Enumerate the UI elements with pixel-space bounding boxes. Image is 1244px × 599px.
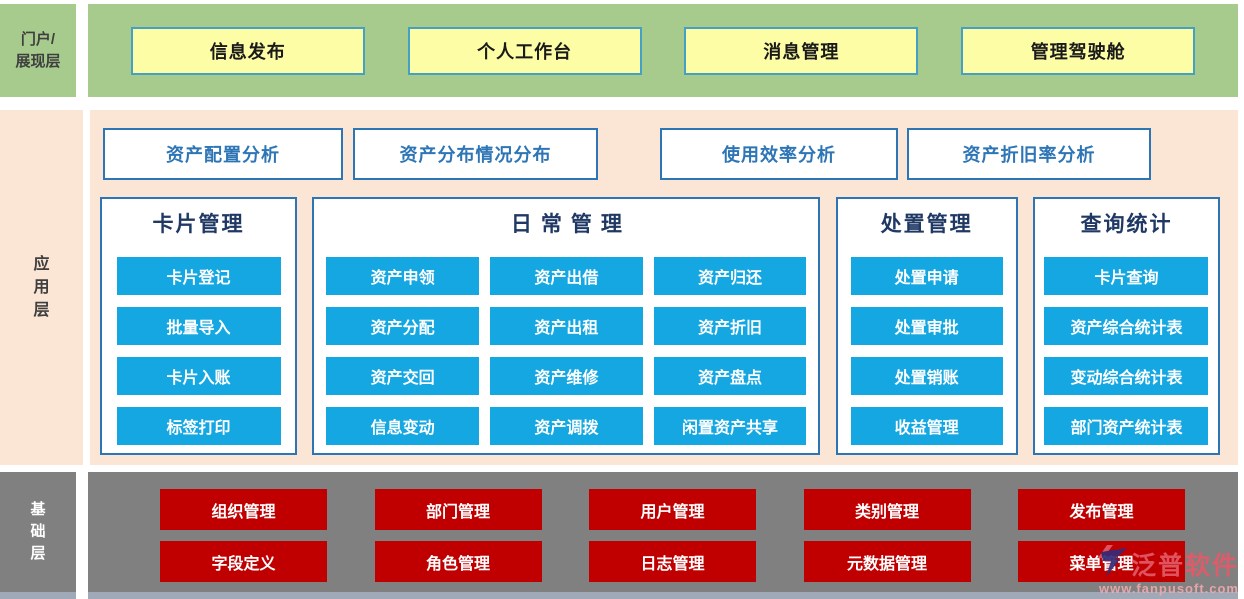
base-box-user-management: 用户管理 xyxy=(589,489,756,530)
base-box-dept-management: 部门管理 xyxy=(374,489,542,530)
module-box-change-summary-report: 变动综合统计表 xyxy=(1044,357,1209,395)
layer-label-char: 用 xyxy=(33,278,50,296)
layer-label-char: 层 xyxy=(33,302,50,320)
base-box-field-definition: 字段定义 xyxy=(160,541,327,582)
module-box-asset-return: 资产归还 xyxy=(653,257,807,295)
layer-label-char: 础 xyxy=(30,523,46,541)
panel-card-management: 卡片管理 卡片登记 批量导入 卡片入账 标签打印 xyxy=(100,197,297,455)
portal-box-personal-workbench: 个人工作台 xyxy=(407,26,642,75)
base-box-log-management: 日志管理 xyxy=(589,541,756,582)
base-box-menu-management: 菜单管理 xyxy=(1018,541,1185,582)
module-box-disposal-approve: 处置审批 xyxy=(850,307,1003,345)
watermark: 泛普软件 www.fanpusoft.com xyxy=(1097,545,1239,596)
panel-item-grid: 资产申领 资产出借 资产归还 资产分配 资产出租 资产折旧 资产交回 资产维修 … xyxy=(326,257,807,445)
module-box-card-query: 卡片查询 xyxy=(1044,257,1209,295)
module-box-asset-apply: 资产申领 xyxy=(326,257,479,295)
base-item-grid: 组织管理 部门管理 用户管理 类别管理 发布管理 字段定义 角色管理 日志管理 … xyxy=(160,489,1185,582)
module-box-disposal-writeoff: 处置销账 xyxy=(850,357,1003,395)
layer-label-char: 应 xyxy=(33,255,50,273)
analysis-box-usage-efficiency: 使用效率分析 xyxy=(660,128,898,180)
portal-box-message-management: 消息管理 xyxy=(684,26,919,75)
layer-label-application: 应 用 层 xyxy=(0,110,83,465)
panel-title: 查询统计 xyxy=(1080,213,1173,236)
layer-label-line: 门户/ xyxy=(20,30,56,48)
panel-daily-management: 日常管理 资产申领 资产出借 资产归还 资产分配 资产出租 资产折旧 资产交回 … xyxy=(312,197,821,455)
module-box-label-print: 标签打印 xyxy=(116,407,281,445)
base-box-org-management: 组织管理 xyxy=(160,489,327,530)
portal-box-management-cockpit: 管理驾驶舱 xyxy=(961,26,1196,75)
layer-label-char: 层 xyxy=(30,544,46,562)
base-box-category-management: 类别管理 xyxy=(803,489,971,530)
layer-label-char: 基 xyxy=(30,501,46,519)
analysis-box-asset-allocation: 资产配置分析 xyxy=(103,128,343,180)
module-box-asset-summary-report: 资产综合统计表 xyxy=(1044,307,1209,345)
module-box-asset-depreciate: 资产折旧 xyxy=(653,307,807,345)
layer-label-line: 展现层 xyxy=(15,52,61,70)
module-box-info-change: 信息变动 xyxy=(326,407,479,445)
module-box-batch-import: 批量导入 xyxy=(116,307,281,345)
base-box-role-management: 角色管理 xyxy=(374,541,542,582)
portal-layer-band: 信息发布 个人工作台 消息管理 管理驾驶舱 xyxy=(88,4,1238,97)
module-box-card-register: 卡片登记 xyxy=(116,257,281,295)
watermark-brand-text: 泛普软件 xyxy=(1130,551,1239,580)
module-box-dept-asset-report: 部门资产统计表 xyxy=(1044,407,1209,445)
module-box-asset-lend: 资产出借 xyxy=(489,257,643,295)
panel-query-statistics: 查询统计 卡片查询 资产综合统计表 变动综合统计表 部门资产统计表 xyxy=(1032,197,1220,455)
portal-box-info-publish: 信息发布 xyxy=(130,26,365,75)
panel-title: 日常管理 xyxy=(510,213,631,236)
panel-disposal-management: 处置管理 处置申请 处置审批 处置销账 收益管理 xyxy=(835,197,1018,455)
layer-label-portal: 门户/ 展现层 xyxy=(0,4,76,97)
application-panels: 卡片管理 卡片登记 批量导入 卡片入账 标签打印 日常管理 资产申领 资产出借 … xyxy=(100,197,1220,455)
module-box-card-posting: 卡片入账 xyxy=(116,357,281,395)
module-box-asset-allocate: 资产分配 xyxy=(326,307,479,345)
layer-label-base: 基 础 层 xyxy=(0,472,76,592)
module-box-asset-transfer: 资产调拨 xyxy=(489,407,643,445)
base-box-metadata-management: 元数据管理 xyxy=(803,541,971,582)
application-layer-band: 资产配置分析 资产分布情况分布 使用效率分析 资产折旧率分析 卡片管理 卡片登记… xyxy=(90,110,1238,465)
panel-item-list: 处置申请 处置审批 处置销账 收益管理 xyxy=(838,257,1016,445)
panel-item-list: 卡片登记 批量导入 卡片入账 标签打印 xyxy=(102,257,295,445)
module-box-asset-handback: 资产交回 xyxy=(326,357,479,395)
panel-title: 处置管理 xyxy=(880,213,973,236)
module-box-disposal-apply: 处置申请 xyxy=(850,257,1003,295)
watermark-url: www.fanpusoft.com xyxy=(1098,581,1239,596)
bottom-strip xyxy=(0,592,76,599)
panel-title: 卡片管理 xyxy=(152,213,245,236)
bottom-strip xyxy=(88,592,1238,599)
panel-item-list: 卡片查询 资产综合统计表 变动综合统计表 部门资产统计表 xyxy=(1035,257,1218,445)
analysis-box-asset-depreciation-rate: 资产折旧率分析 xyxy=(907,128,1151,180)
base-box-publish-management: 发布管理 xyxy=(1018,489,1185,530)
fanpu-logo-icon xyxy=(1097,545,1128,582)
module-box-idle-asset-share: 闲置资产共享 xyxy=(653,407,807,445)
base-layer-band: 组织管理 部门管理 用户管理 类别管理 发布管理 字段定义 角色管理 日志管理 … xyxy=(88,472,1238,592)
module-box-income-management: 收益管理 xyxy=(850,407,1003,445)
module-box-asset-repair: 资产维修 xyxy=(489,357,643,395)
analysis-box-asset-distribution: 资产分布情况分布 xyxy=(353,128,598,180)
module-box-asset-rent: 资产出租 xyxy=(489,307,643,345)
module-box-asset-stocktake: 资产盘点 xyxy=(653,357,807,395)
